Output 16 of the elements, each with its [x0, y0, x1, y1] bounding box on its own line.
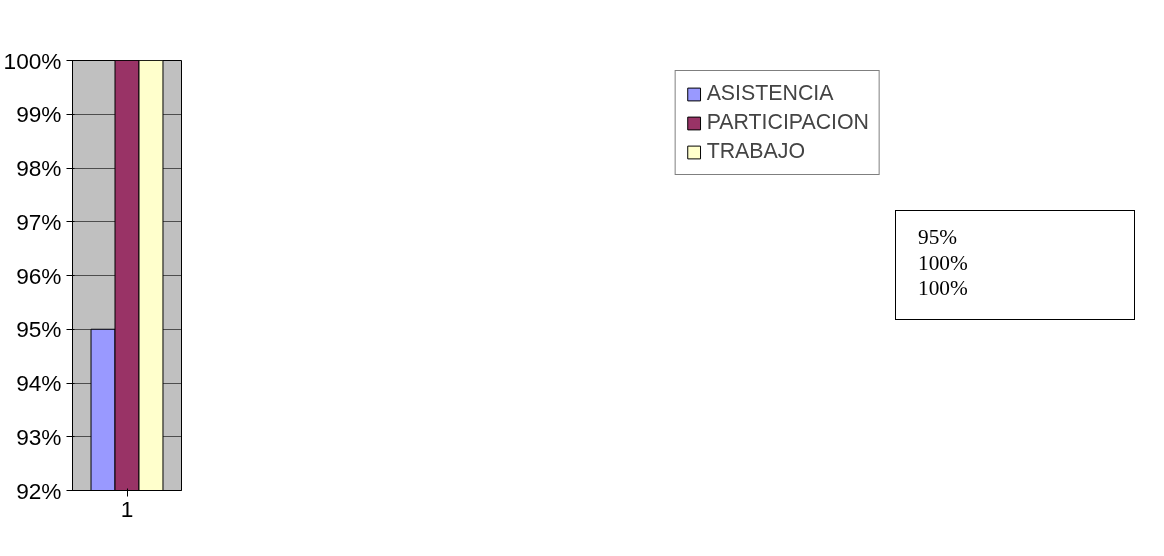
y-tick-label: 98%	[16, 155, 62, 181]
text: 95%	[918, 225, 958, 249]
legend-label: TRABAJO	[706, 139, 806, 164]
y-tick-label: 97%	[16, 208, 62, 235]
x-tick-label: 1	[120, 495, 134, 522]
legend-label: ASISTENCIA	[706, 81, 834, 106]
y-tick-label: 92%	[16, 477, 62, 504]
y-tick-label: 95%	[16, 316, 62, 343]
y-tick-label: 94%	[16, 370, 62, 396]
y-tick-label: 100%	[3, 47, 62, 74]
y-tick-label: 96%	[16, 262, 62, 289]
y-tick-label: 93%	[16, 423, 62, 450]
y-tick-label: 99%	[16, 101, 62, 128]
text: 100%	[918, 250, 968, 275]
text: 100%	[918, 276, 968, 301]
legend-label: PARTICIPACION	[706, 110, 869, 135]
